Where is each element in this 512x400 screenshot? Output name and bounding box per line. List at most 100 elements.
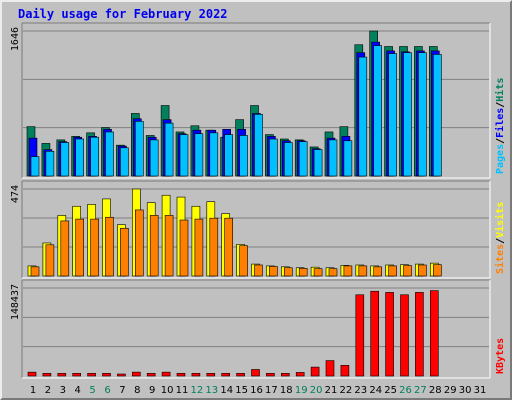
bar-pages	[30, 156, 40, 177]
bar-kbytes	[221, 373, 230, 377]
bar-sites	[388, 265, 397, 277]
day-label: 27	[414, 385, 427, 396]
bar-pages	[432, 54, 442, 177]
bar-sites	[313, 268, 323, 277]
day-label: 2	[45, 385, 51, 396]
bar-pages	[269, 138, 278, 177]
bar-kbytes	[429, 290, 439, 377]
bar-pages	[298, 141, 308, 177]
bar-kbytes	[146, 373, 156, 377]
bar-sites	[164, 215, 174, 277]
series-legend: KBytes	[495, 338, 506, 374]
bar-pages	[90, 136, 99, 177]
day-label: 19	[295, 385, 308, 396]
legend-separator: /	[495, 138, 506, 144]
bar-pages	[120, 147, 129, 177]
panel-background	[22, 181, 490, 278]
day-label: 18	[280, 385, 293, 396]
bar-sites	[75, 218, 84, 277]
bar-sites	[432, 264, 442, 277]
bar-kbytes	[400, 294, 409, 377]
bar-sites	[298, 267, 308, 277]
bar-kbytes	[191, 373, 201, 377]
series-legend: Pages/Files/Hits	[494, 78, 506, 174]
bar-pages	[254, 114, 263, 177]
legend-separator: /	[495, 238, 506, 244]
bar-pages	[239, 135, 248, 177]
bar-kbytes	[251, 369, 260, 377]
day-label: 3	[60, 385, 66, 396]
day-label: 15	[235, 385, 248, 396]
legend-entry: Pages	[495, 144, 506, 174]
bar-sites	[135, 209, 144, 277]
y-max-label: 474	[10, 185, 21, 203]
bar-pages	[149, 139, 159, 177]
bar-kbytes	[161, 371, 171, 377]
legend-separator: /	[495, 102, 506, 108]
legend-entry: Files	[494, 108, 506, 138]
bar-sites	[30, 266, 40, 277]
bar-kbytes	[27, 371, 37, 377]
bar-kbytes	[102, 373, 111, 377]
bar-kbytes	[72, 373, 81, 377]
y-max-label: 1646	[10, 27, 21, 51]
bar-kbytes	[385, 292, 394, 377]
bar-pages	[358, 56, 368, 177]
day-label: 25	[384, 385, 397, 396]
bar-kbytes	[206, 373, 216, 377]
bar-kbytes	[295, 372, 305, 377]
bar-sites	[403, 265, 412, 277]
bar-kbytes	[236, 373, 245, 377]
bar-pages	[343, 140, 353, 177]
bar-pages	[403, 52, 412, 177]
bar-sites	[105, 216, 114, 277]
series-legend: Sites/Visits	[494, 202, 506, 274]
bar-pages	[45, 151, 55, 177]
day-label: 4	[75, 385, 81, 396]
bar-sites	[45, 244, 55, 277]
bar-kbytes	[176, 373, 186, 377]
bar-kbytes	[415, 292, 424, 377]
bar-sites	[224, 217, 233, 277]
bar-pages	[179, 134, 189, 177]
day-label: 13	[205, 385, 218, 396]
panel-background	[22, 280, 490, 378]
day-label: 10	[161, 385, 174, 396]
bar-kbytes	[42, 373, 52, 377]
bar-kbytes	[117, 373, 126, 377]
bar-pages	[283, 142, 293, 177]
legend-entry: Sites	[494, 244, 506, 274]
bar-kbytes	[132, 371, 141, 377]
bar-sites	[149, 215, 159, 277]
bar-pages	[388, 53, 397, 177]
bar-kbytes	[87, 373, 96, 377]
bar-kbytes	[310, 366, 320, 377]
bar-pages	[373, 45, 383, 177]
day-label: 30	[459, 385, 472, 396]
bar-sites	[358, 265, 368, 277]
legend-entry: Visits	[494, 202, 506, 238]
bar-sites	[90, 218, 99, 277]
day-label: 29	[444, 385, 457, 396]
bar-sites	[60, 220, 70, 277]
bar-kbytes	[266, 373, 275, 377]
chart-title: Daily usage for February 2022	[18, 7, 228, 21]
bar-pages	[194, 133, 204, 177]
bar-sites	[418, 264, 427, 277]
day-label: 7	[119, 385, 125, 396]
bar-sites	[328, 268, 338, 277]
bar-pages	[135, 121, 144, 177]
day-label: 23	[354, 385, 367, 396]
bar-sites	[343, 265, 353, 277]
day-label: 31	[474, 385, 487, 396]
bar-pages	[164, 122, 174, 177]
day-label: 8	[134, 385, 140, 396]
bar-kbytes	[57, 373, 67, 377]
day-label: 21	[325, 385, 338, 396]
day-label: 16	[250, 385, 263, 396]
bar-sites	[120, 227, 129, 277]
legend-entry: KBytes	[495, 338, 506, 374]
bar-kbytes	[370, 290, 380, 377]
legend-entry: Hits	[494, 78, 506, 102]
bar-pages	[75, 138, 84, 177]
